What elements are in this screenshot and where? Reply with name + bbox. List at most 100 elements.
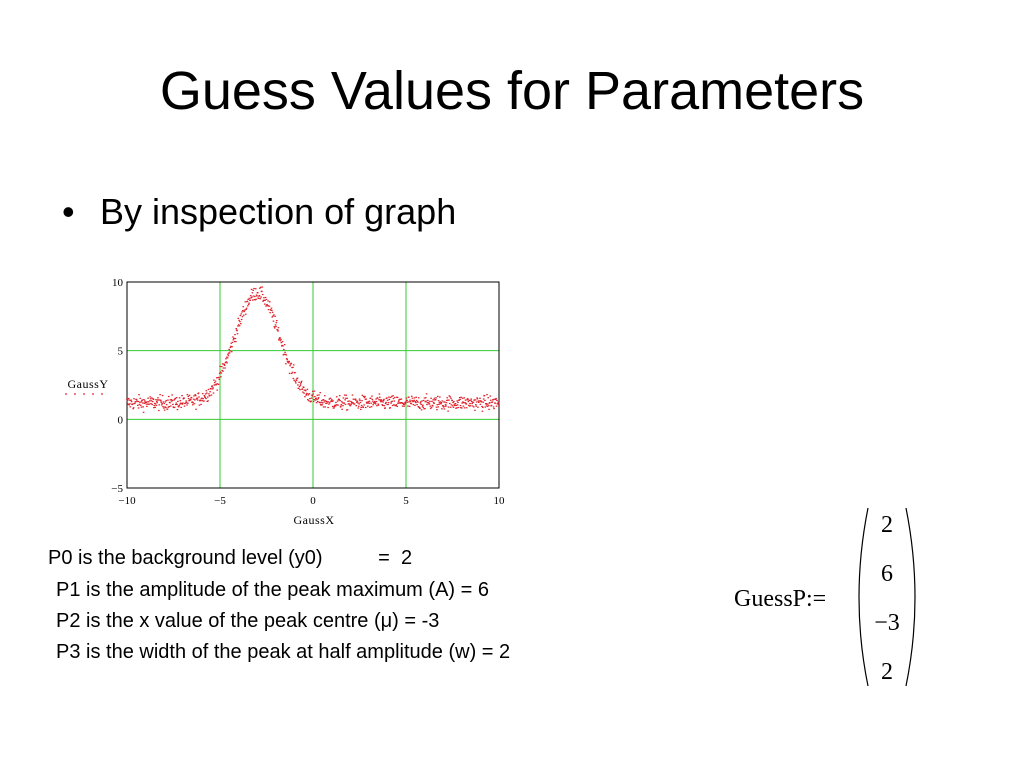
data-point [301, 388, 304, 390]
data-point [284, 353, 287, 356]
data-point [475, 405, 478, 407]
data-point [264, 296, 267, 299]
data-points [126, 286, 500, 413]
data-point [215, 383, 218, 385]
data-point [303, 392, 305, 394]
data-point [160, 400, 162, 402]
data-point [395, 404, 398, 406]
data-point [277, 330, 279, 332]
data-point [381, 404, 384, 407]
data-point [161, 403, 163, 405]
data-point [383, 398, 385, 401]
data-point [189, 398, 192, 401]
data-point [241, 316, 244, 318]
data-point [199, 399, 202, 402]
data-point [278, 338, 281, 340]
data-point [255, 298, 257, 300]
data-point [471, 405, 474, 407]
data-point [188, 394, 191, 396]
data-point [143, 402, 146, 404]
data-point [461, 402, 463, 404]
data-point [325, 402, 327, 404]
data-point [249, 295, 252, 297]
data-point [275, 319, 278, 322]
data-point [430, 406, 433, 408]
data-point [170, 405, 172, 407]
data-point [236, 330, 238, 332]
data-point [227, 352, 230, 354]
data-point [265, 298, 268, 300]
data-point [279, 340, 282, 342]
data-point [242, 314, 245, 316]
data-point [186, 394, 189, 396]
data-point [392, 397, 395, 400]
data-point [336, 404, 339, 406]
data-point [271, 316, 274, 318]
data-point [335, 404, 338, 406]
data-point [136, 400, 139, 402]
data-point [147, 401, 150, 403]
data-point [379, 396, 381, 398]
data-point [399, 398, 402, 401]
data-point [215, 377, 218, 379]
data-point [420, 403, 423, 405]
data-point [404, 402, 407, 404]
data-point [178, 405, 180, 407]
data-point [235, 341, 237, 343]
data-point [381, 404, 384, 406]
data-point [270, 307, 273, 309]
data-point [310, 400, 312, 402]
data-point [127, 397, 130, 400]
guess-value-1: 6 [881, 561, 893, 587]
data-point [407, 396, 410, 398]
data-point [149, 398, 152, 400]
data-point [341, 408, 343, 410]
data-point [339, 400, 341, 402]
data-point [312, 400, 315, 403]
data-point [347, 400, 349, 402]
data-point [442, 405, 444, 407]
data-point [472, 401, 475, 403]
data-point [364, 395, 366, 398]
data-point [233, 337, 235, 339]
data-point [213, 381, 216, 384]
data-point [428, 403, 431, 405]
data-point [146, 405, 148, 408]
data-point [199, 400, 201, 402]
data-point [253, 298, 256, 301]
data-point [291, 371, 294, 373]
data-point [286, 358, 288, 361]
data-point [419, 401, 422, 403]
data-point [212, 387, 214, 389]
data-point [272, 320, 275, 322]
data-point [191, 404, 194, 406]
data-point [313, 398, 315, 401]
data-point [209, 391, 211, 393]
data-point [446, 399, 448, 402]
data-point [215, 384, 217, 386]
data-point [211, 385, 214, 387]
data-point [239, 314, 242, 317]
data-point [291, 366, 293, 369]
data-point [415, 399, 418, 402]
data-point [463, 402, 465, 404]
data-point [164, 406, 166, 408]
data-point [445, 405, 447, 407]
data-point [290, 362, 293, 364]
data-point [141, 399, 144, 401]
data-point [147, 397, 149, 399]
data-point [349, 405, 352, 407]
data-point [393, 400, 396, 402]
data-point [358, 403, 360, 405]
data-point [276, 329, 279, 331]
data-point [355, 405, 358, 407]
data-point [200, 403, 202, 406]
data-point [345, 394, 348, 396]
data-point [129, 406, 132, 408]
data-point [240, 313, 243, 315]
data-point [254, 295, 256, 298]
data-point [446, 397, 449, 399]
data-point [385, 401, 387, 403]
data-point [429, 405, 432, 407]
bullet-icon: • [62, 191, 75, 232]
